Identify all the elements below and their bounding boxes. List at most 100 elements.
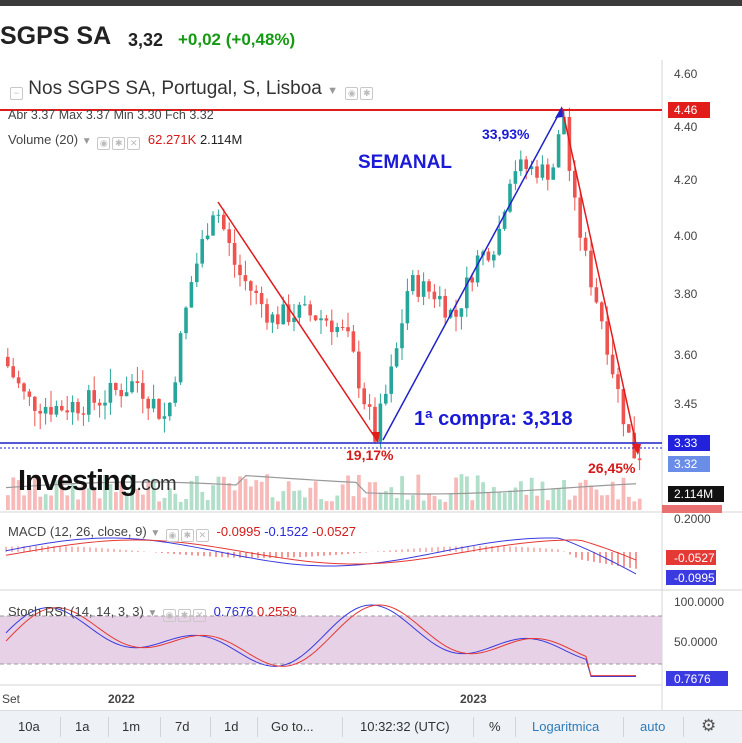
volume-bar xyxy=(173,493,178,510)
annotation-low-drop: 19,17% xyxy=(346,447,394,463)
candle-body xyxy=(475,255,480,283)
candle-body xyxy=(416,275,420,297)
candle-body xyxy=(232,242,237,265)
auto-toggle[interactable]: auto xyxy=(640,719,666,734)
candle-body xyxy=(119,389,123,397)
volume-tag: 2.114M xyxy=(674,487,713,501)
volume-bar xyxy=(119,481,124,510)
candle-body xyxy=(513,171,518,184)
candle-body xyxy=(551,167,555,180)
close-icon[interactable]: ✕ xyxy=(195,529,209,542)
stoch-label: Stoch RSI (14, 14, 3, 3) xyxy=(8,604,144,619)
settings-icon[interactable]: ✱ xyxy=(178,609,192,622)
candle-body xyxy=(394,348,399,367)
candle-body xyxy=(222,214,226,230)
candle-body xyxy=(432,291,437,300)
candle-body xyxy=(384,393,388,404)
candle-body xyxy=(330,320,334,333)
gear-icon[interactable]: ⚙ xyxy=(701,716,717,735)
price-tag-high-bg xyxy=(668,102,710,118)
volume-bar xyxy=(421,500,426,510)
settings-icon[interactable]: ✱ xyxy=(112,137,126,150)
trend-line-up xyxy=(382,107,563,441)
candle-body xyxy=(38,410,42,414)
volume-bar xyxy=(578,482,583,510)
volume-bar xyxy=(265,474,269,510)
volume-bar xyxy=(351,496,356,510)
volume-bar xyxy=(594,489,599,510)
candle-body xyxy=(254,290,258,293)
volume-bar xyxy=(81,483,86,510)
candle-body xyxy=(70,401,75,413)
log-toggle[interactable]: Logaritmica xyxy=(532,719,600,734)
eye-icon[interactable]: ◉ xyxy=(345,87,359,100)
arrow-head xyxy=(555,106,563,118)
candle-body xyxy=(438,295,442,300)
stoch-dropdown-icon[interactable]: ▼ xyxy=(147,608,158,619)
range-7d[interactable]: 7d xyxy=(175,719,190,734)
goto-button[interactable]: Go to... xyxy=(271,719,314,734)
volume-bar xyxy=(486,492,491,510)
volume-bar xyxy=(292,490,296,510)
price-tag-high: 4.46 xyxy=(674,103,698,117)
macd-value-1: -0.0995 xyxy=(216,524,261,539)
range-1m[interactable]: 1m xyxy=(122,719,141,734)
candle-body xyxy=(33,396,37,411)
candle-body xyxy=(313,315,318,321)
title-dropdown-icon[interactable]: ▼ xyxy=(327,85,339,97)
trend-line-down-1 xyxy=(217,201,379,443)
volume-bar xyxy=(600,495,604,510)
range-1a[interactable]: 1a xyxy=(75,719,90,734)
chart-canvas[interactable]: 4.60 4.40 4.20 4.00 3.80 3.60 3.45 4.46 3.33 3.32… xyxy=(0,60,742,710)
volume-value: 2.114M xyxy=(199,132,243,147)
chart-area[interactable]: 4.60 4.40 4.20 4.00 3.80 3.60 3.45 4.46 3.33 3.32… xyxy=(0,60,742,710)
volume-ma-tag-bg xyxy=(662,505,722,513)
price-tick-label: 4.60 xyxy=(674,67,698,81)
candle-body xyxy=(205,235,210,240)
separator xyxy=(108,717,109,737)
volume-bar xyxy=(373,482,377,510)
volume-bar xyxy=(481,482,485,510)
collapse-icon[interactable]: − xyxy=(10,87,23,100)
candle-body xyxy=(11,366,15,378)
settings-icon[interactable]: ✱ xyxy=(360,87,374,100)
stoch-d-value: 0.2559 xyxy=(257,604,297,619)
macd-tag-1: -0.0527 xyxy=(674,551,715,565)
macd-value-2: -0.1522 xyxy=(264,524,309,539)
percent-toggle[interactable]: % xyxy=(489,719,501,734)
volume-bar xyxy=(270,497,275,510)
eye-icon[interactable]: ◉ xyxy=(163,609,177,622)
candle-body xyxy=(578,197,582,238)
stoch-tag-bg xyxy=(666,671,728,686)
candle-body xyxy=(168,402,172,417)
volume-bar xyxy=(43,494,48,510)
close-icon[interactable]: ✕ xyxy=(127,137,141,150)
arrow-head xyxy=(632,444,641,455)
eye-icon[interactable]: ◉ xyxy=(97,137,111,150)
candle-body xyxy=(173,382,177,403)
volume-tag-bg xyxy=(668,486,724,502)
candle-body xyxy=(249,281,253,291)
range-10a[interactable]: 10a xyxy=(18,719,40,734)
stoch-axis-label: 100.0000 xyxy=(674,595,724,609)
eye-icon[interactable]: ◉ xyxy=(165,529,179,542)
candle-body xyxy=(367,404,372,407)
candle-body xyxy=(427,281,431,292)
volume-bar xyxy=(151,478,156,510)
candle-body xyxy=(6,356,10,367)
candle-body xyxy=(357,351,361,389)
macd-dropdown-icon[interactable]: ▼ xyxy=(150,528,161,539)
volume-bar xyxy=(529,477,534,510)
settings-icon[interactable]: ✱ xyxy=(180,529,194,542)
volume-bar xyxy=(195,475,199,510)
range-1d[interactable]: 1d xyxy=(224,719,239,734)
candle-body xyxy=(259,292,264,305)
volume-bar xyxy=(632,501,637,510)
volume-dropdown-icon[interactable]: ▼ xyxy=(81,136,92,147)
separator xyxy=(210,717,211,737)
close-icon[interactable]: ✕ xyxy=(193,609,207,622)
candle-body xyxy=(610,354,615,375)
candle-body xyxy=(627,424,631,433)
candle-body xyxy=(373,406,377,442)
volume-bar xyxy=(405,499,410,510)
